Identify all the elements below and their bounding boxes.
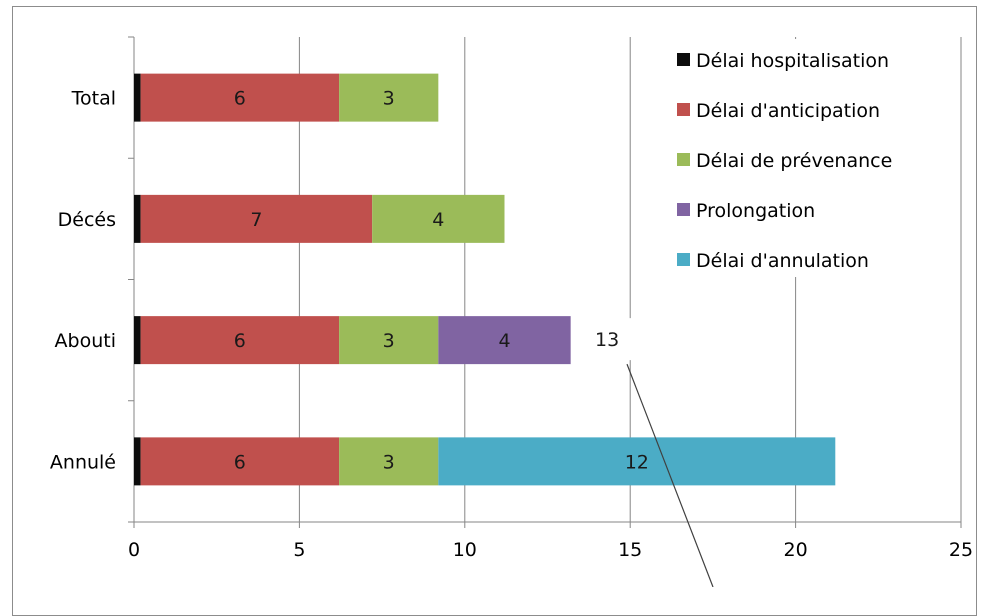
category-label: Annulé xyxy=(50,451,116,473)
bar-segment xyxy=(134,194,141,243)
legend-swatch xyxy=(677,253,690,266)
stacked-bar-chart: 0 5 10 15 20 25 Total 6 3 Décés 7 4 Abouti 6 3 4 Annulé 6… xyxy=(50,36,973,587)
data-label: 4 xyxy=(498,330,510,352)
bar-segment xyxy=(134,437,141,486)
bar-segment xyxy=(134,316,141,365)
legend-entry: Prolongation xyxy=(696,200,815,222)
data-label: 12 xyxy=(625,451,649,473)
x-tick-label: 0 xyxy=(128,539,140,561)
bar-segment xyxy=(140,316,340,365)
legend-swatch xyxy=(677,203,690,216)
category-label: Décés xyxy=(58,209,116,231)
bar-segment xyxy=(339,437,439,486)
data-label: 3 xyxy=(383,451,395,473)
callout-box xyxy=(578,318,656,361)
bar-segment xyxy=(140,73,340,122)
x-tick-label: 25 xyxy=(949,539,973,561)
x-tick-label: 15 xyxy=(618,539,642,561)
data-label: 7 xyxy=(250,209,262,231)
data-label: 6 xyxy=(234,88,246,110)
legend-swatch xyxy=(677,153,690,166)
bar-segment xyxy=(339,316,439,365)
legend-swatch xyxy=(677,53,690,66)
data-label: 6 xyxy=(234,330,246,352)
legend-entry: Délai d'annulation xyxy=(696,250,869,272)
bar-segment xyxy=(339,73,439,122)
legend-entry: Délai d'anticipation xyxy=(696,100,880,122)
x-tick-label: 10 xyxy=(453,539,477,561)
bar-segment xyxy=(438,437,836,486)
category-label: Total xyxy=(71,88,116,110)
bar-segment xyxy=(372,194,505,243)
bar-segment xyxy=(134,73,141,122)
legend-swatch xyxy=(677,103,690,116)
bar-segment xyxy=(438,316,571,365)
data-label: 6 xyxy=(234,451,246,473)
x-tick-label: 5 xyxy=(293,539,305,561)
bar-segment xyxy=(140,437,340,486)
legend-entry: Délai hospitalisation xyxy=(696,50,889,72)
bar-segment xyxy=(140,194,373,243)
callout-leader-line xyxy=(626,363,714,587)
data-label: 4 xyxy=(432,209,444,231)
x-tick-label: 20 xyxy=(784,539,808,561)
data-label: 3 xyxy=(383,330,395,352)
chart-frame: 0 5 10 15 20 25 Total 6 3 Décés 7 4 Abouti 6 3 4 Annulé 6… xyxy=(12,6,977,616)
legend-entry: Délai de prévenance xyxy=(696,150,892,172)
data-label: 3 xyxy=(383,88,395,110)
callout-label: 13 xyxy=(595,329,619,351)
category-label: Abouti xyxy=(55,330,116,352)
legend-background xyxy=(671,39,956,277)
